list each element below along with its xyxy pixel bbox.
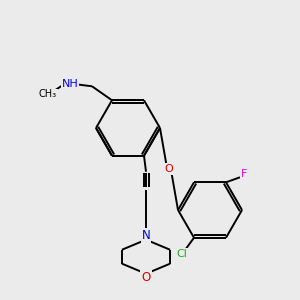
Text: F: F — [241, 169, 247, 179]
Text: NH: NH — [61, 79, 78, 89]
Text: O: O — [165, 164, 173, 174]
Text: N: N — [142, 229, 150, 242]
Text: Cl: Cl — [177, 249, 188, 259]
Text: CH₃: CH₃ — [39, 89, 57, 99]
Text: O: O — [141, 271, 151, 284]
